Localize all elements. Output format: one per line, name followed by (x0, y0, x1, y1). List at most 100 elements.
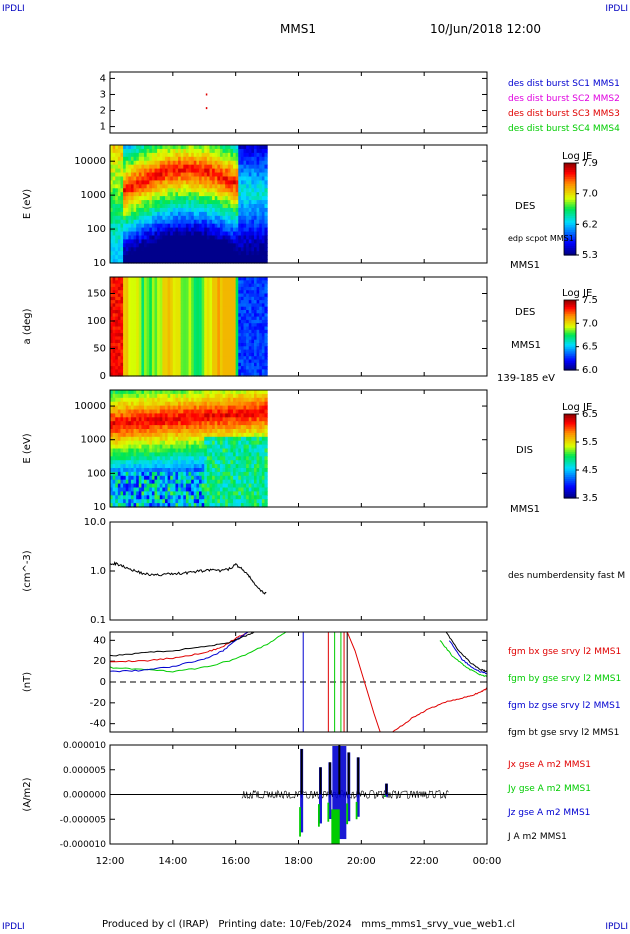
spectrogram-cell (117, 290, 122, 295)
spectrogram-cell (193, 319, 197, 324)
spectrogram-cell (136, 460, 140, 465)
spectrogram-cell (112, 444, 116, 450)
spectrogram-cell (146, 188, 150, 193)
spectrogram-cell (144, 464, 148, 469)
spectrogram-cell (110, 255, 114, 260)
spectrogram-cell (204, 196, 208, 201)
spectrogram-cell (159, 251, 163, 256)
spectrogram-cell (123, 168, 127, 174)
spectrogram-cell (117, 444, 122, 450)
spectrogram-cell (172, 471, 177, 477)
spectrogram-cell (227, 303, 232, 308)
spectrogram-cell (151, 421, 156, 426)
spectrogram-cell (183, 452, 187, 457)
spectrogram-cell (120, 397, 124, 403)
spectrogram-cell (144, 152, 148, 158)
spectrogram-cell (144, 207, 148, 213)
spectrogram-cell (151, 296, 156, 301)
spectrogram-cell (154, 192, 158, 197)
spectrogram-cell (133, 296, 137, 301)
spectrogram-cell (157, 359, 161, 364)
spectrogram-cell (123, 359, 127, 364)
spectrogram-cell (125, 310, 129, 314)
spectrogram-cell (178, 247, 182, 252)
spectrogram-cell (233, 227, 237, 233)
spectrogram-cell (167, 184, 171, 189)
spectrogram-cell (159, 184, 163, 189)
spectrogram-cell (183, 417, 187, 422)
spectrogram-cell (233, 211, 237, 217)
spectrogram-cell (175, 487, 179, 492)
spectrogram-cell (248, 323, 252, 328)
spectrogram-cell (159, 247, 163, 252)
spectrogram-cell (149, 296, 153, 301)
spectrogram-cell (115, 145, 119, 150)
spectrogram-cell (214, 168, 218, 174)
spectrogram-cell (146, 231, 150, 237)
spectrogram-cell (130, 425, 135, 430)
spectrogram-cell (256, 251, 260, 256)
spectrogram-cell (212, 243, 216, 248)
spectrogram-cell (225, 259, 229, 264)
spectrogram-cell (157, 448, 161, 453)
spectrogram-cell (123, 286, 127, 291)
spectrogram-cell (115, 352, 119, 357)
spectrogram-cell (191, 349, 195, 354)
spectrogram-cell (162, 207, 166, 213)
spectrogram-cell (164, 329, 169, 334)
spectrogram-cell (217, 468, 221, 473)
spectrogram-cell (162, 413, 166, 418)
spectrogram-cell (206, 300, 211, 304)
spectrogram-cell (191, 444, 195, 450)
spectrogram-cell (217, 277, 221, 281)
spectrogram-cell (178, 499, 182, 504)
spectrogram-cell (172, 436, 177, 442)
spectrogram-cell (178, 231, 182, 237)
spectrogram-cell (149, 343, 153, 347)
spectrogram-cell (141, 145, 145, 150)
spectrogram-cell (185, 200, 190, 205)
spectrogram-cell (206, 417, 211, 422)
spectrogram-cell (110, 184, 114, 189)
spectrogram-cell (141, 164, 145, 170)
spectrogram-cell (235, 172, 239, 178)
spectrogram-cell (151, 196, 156, 201)
spectrogram-cell (110, 366, 114, 370)
spectrogram-cell (253, 156, 258, 162)
spectrogram-cell (175, 432, 179, 438)
spectrogram-cell (256, 359, 260, 364)
spectrogram-cell (141, 326, 145, 331)
spectrogram-cell (206, 366, 211, 370)
spectrogram-cell (204, 503, 208, 508)
spectrogram-cell (141, 219, 145, 225)
spectrogram-cell (193, 148, 197, 154)
spectrogram-cell (157, 460, 161, 465)
spectrogram-cell (157, 283, 161, 288)
spectrogram-cell (136, 456, 140, 461)
spectrogram-cell (256, 156, 260, 162)
spectrogram-cell (128, 460, 132, 465)
spectrogram-cell (144, 156, 148, 162)
spectrogram-cell (144, 296, 148, 301)
spectrogram-cell (115, 219, 119, 225)
spectrogram-cell (178, 432, 182, 438)
spectrogram-cell (141, 235, 145, 240)
spectrogram-cell (164, 436, 169, 442)
spectrogram-cell (112, 326, 116, 331)
spectrogram-cell (112, 356, 116, 361)
spectrogram-cell (259, 243, 263, 248)
spectrogram-cell (178, 326, 182, 331)
spectrogram-cell (128, 300, 132, 304)
spectrogram-cell (167, 323, 171, 328)
spectrogram-cell (214, 349, 218, 354)
spectrogram-cell (149, 333, 153, 337)
spectrogram-cell (130, 196, 135, 201)
spectrogram-cell (128, 421, 132, 426)
spectrogram-cell (133, 286, 137, 291)
spectrogram-cell (144, 372, 148, 377)
spectrogram-cell (219, 296, 224, 301)
spectrogram-cell (162, 393, 166, 399)
spectrogram-cell (157, 215, 161, 221)
spectrogram-cell (180, 293, 184, 298)
spectrogram-cell (154, 495, 158, 500)
